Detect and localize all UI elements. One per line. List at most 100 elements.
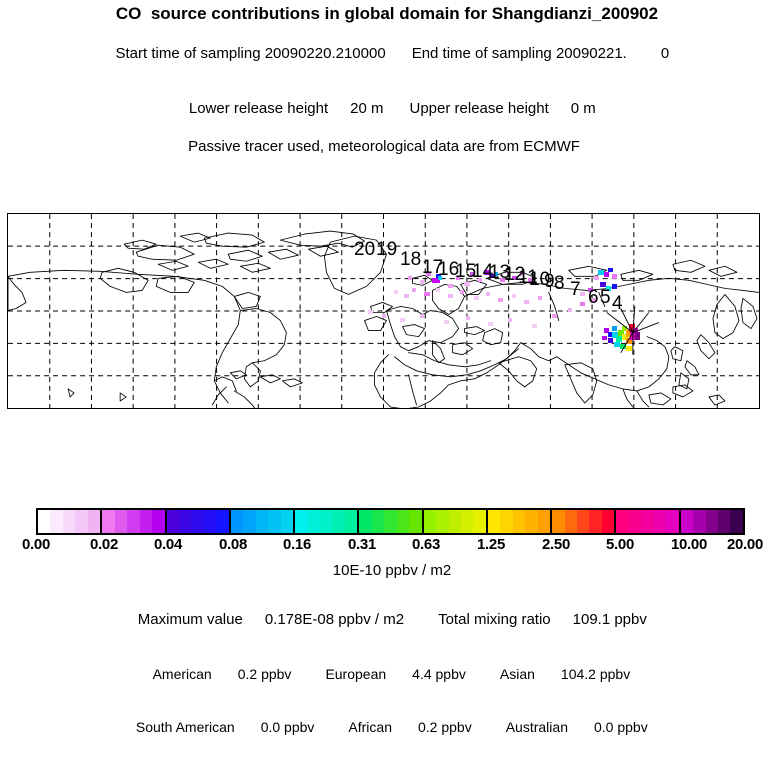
colorbar-band xyxy=(641,510,654,533)
statistics-block: Maximum value 0.178E-08 ppbv / m2 Total mi… xyxy=(0,594,768,751)
map-coastlines xyxy=(8,230,759,408)
colorbar-band xyxy=(423,510,437,533)
colorbar-tick: 0.16 xyxy=(283,536,311,553)
colorbar-band xyxy=(693,510,706,533)
region-name-african: African xyxy=(348,719,392,735)
hour-label: 12 xyxy=(504,264,526,285)
source-region-row: South American 0.0 ppbv African 0.2 ppbv Aus… xyxy=(0,703,768,751)
source-region-row: American 0.2 ppbv European 4.4 ppbv Asian 104… xyxy=(0,650,768,698)
colorbar-band xyxy=(62,510,76,533)
colorbar-band xyxy=(75,510,88,533)
region-name-asian: Asian xyxy=(499,666,535,682)
colorbar-band xyxy=(216,510,229,533)
colorbar-band xyxy=(230,510,244,533)
header-block: CO source contributions in global domain… xyxy=(0,0,768,155)
hour-label: 6 xyxy=(588,287,599,308)
colorbar-tick: 0.08 xyxy=(219,536,247,553)
method-note: Passive tracer used, meteorological data… xyxy=(188,138,580,155)
colorbar-tick: 20.00 xyxy=(726,536,764,553)
colorbar-band xyxy=(680,510,694,533)
upper-release-value: 0 m xyxy=(570,100,596,117)
colorbar-band xyxy=(409,510,422,533)
colorbar-band xyxy=(448,510,461,533)
colorbar-band xyxy=(280,510,294,533)
colorbar-band xyxy=(653,510,667,533)
colorbar-tick: 0.63 xyxy=(412,536,440,553)
colorbar-band xyxy=(307,510,320,533)
total-mixing-ratio-label: Total mixing ratio xyxy=(438,611,551,628)
hour-label: 18 xyxy=(400,249,422,270)
page-title: CO source contributions in global domain… xyxy=(115,4,659,23)
hour-label: 15 xyxy=(455,261,477,282)
colorbar-band xyxy=(396,510,410,533)
hour-label: 14 xyxy=(472,261,494,282)
total-mixing-ratio-value: 109.1 ppbv xyxy=(572,611,647,628)
colorbar-tick: 0.02 xyxy=(90,536,118,553)
max-value-label: Maximum value xyxy=(137,611,243,628)
colorbar-segment xyxy=(616,510,681,533)
upper-release-label: Upper release height xyxy=(409,100,549,117)
max-and-total-row: Maximum value 0.178E-08 ppbv / m2 Total mi… xyxy=(0,594,768,645)
sampling-time-line: Start time of sampling 20090220.210000 En… xyxy=(0,28,768,79)
end-time-value-extra: 0 xyxy=(660,45,670,62)
region-value-european: 4.4 ppbv xyxy=(412,666,466,682)
colorbar-band xyxy=(50,510,63,533)
region-name-european: European xyxy=(325,666,387,682)
colorbar-band xyxy=(460,510,474,533)
colorbar-band xyxy=(436,510,449,533)
colorbar-band xyxy=(243,510,256,533)
colorbar-band xyxy=(730,510,743,533)
hour-label: 5 xyxy=(600,287,611,308)
colorbar-tick: 1.25 xyxy=(477,536,505,553)
hour-label: 17 xyxy=(422,257,444,278)
colorbar-band xyxy=(255,510,269,533)
colorbar-band xyxy=(589,510,602,533)
colorbar-band xyxy=(487,510,501,533)
colorbar-band xyxy=(191,510,204,533)
colorbar-band xyxy=(127,510,140,533)
max-value: 0.178E-08 ppbv / m2 xyxy=(264,611,405,628)
hour-label: 11 xyxy=(518,267,538,288)
world-map-panel: 20 19 18 17 16 15 14 13 12 11 10 9 8 7 6… xyxy=(7,213,760,409)
map-inner: 20 19 18 17 16 15 14 13 12 11 10 9 8 7 6… xyxy=(8,214,759,408)
colorbar-band xyxy=(718,510,731,533)
colorbar-segment xyxy=(680,510,743,533)
hour-label: 19 xyxy=(376,239,398,260)
colorbar-segment xyxy=(487,510,553,533)
hour-label: 13 xyxy=(489,262,511,283)
colorbar-band xyxy=(87,510,101,533)
colorbar-band xyxy=(628,510,642,533)
region-name-australian: Australian xyxy=(505,719,568,735)
region-value-african: 0.2 ppbv xyxy=(418,719,472,735)
hour-label: 4 xyxy=(612,293,623,314)
release-height-line: Lower release height 20 m Upper release he… xyxy=(0,83,768,134)
colorbar-band xyxy=(577,510,590,533)
colorbar-band xyxy=(114,510,128,533)
colorbar-band xyxy=(537,510,551,533)
colorbar-segment xyxy=(38,510,103,533)
region-value-asian: 104.2 ppbv xyxy=(560,666,631,682)
colorbar-unit-label: 10E-10 ppbv / m2 xyxy=(332,562,452,579)
colorbar-band xyxy=(705,510,719,533)
lower-release-value: 20 m xyxy=(350,100,384,117)
colorbar-segment xyxy=(166,510,231,533)
colorbar-band xyxy=(268,510,281,533)
region-value-australian: 0.0 ppbv xyxy=(593,719,648,735)
release-point-star-icon xyxy=(606,306,660,355)
hour-label: 10 xyxy=(529,269,551,290)
colorbar-tick: 0.31 xyxy=(348,536,376,553)
colorbar-band xyxy=(319,510,333,533)
plume-layer xyxy=(8,214,759,408)
colorbar-band xyxy=(139,510,153,533)
colorbar-tick: 0.04 xyxy=(154,536,182,553)
colorbar-band xyxy=(102,510,115,533)
colorbar-segment xyxy=(423,510,488,533)
region-value-american: 0.2 ppbv xyxy=(237,666,292,682)
colorbar-band xyxy=(332,510,345,533)
colorbar-band xyxy=(178,510,192,533)
colorbar-band xyxy=(525,510,538,533)
lower-release-label: Lower release height xyxy=(188,100,329,117)
colorbar-segment xyxy=(552,510,617,533)
colorbar-band xyxy=(203,510,217,533)
colorbar-band xyxy=(359,510,372,533)
